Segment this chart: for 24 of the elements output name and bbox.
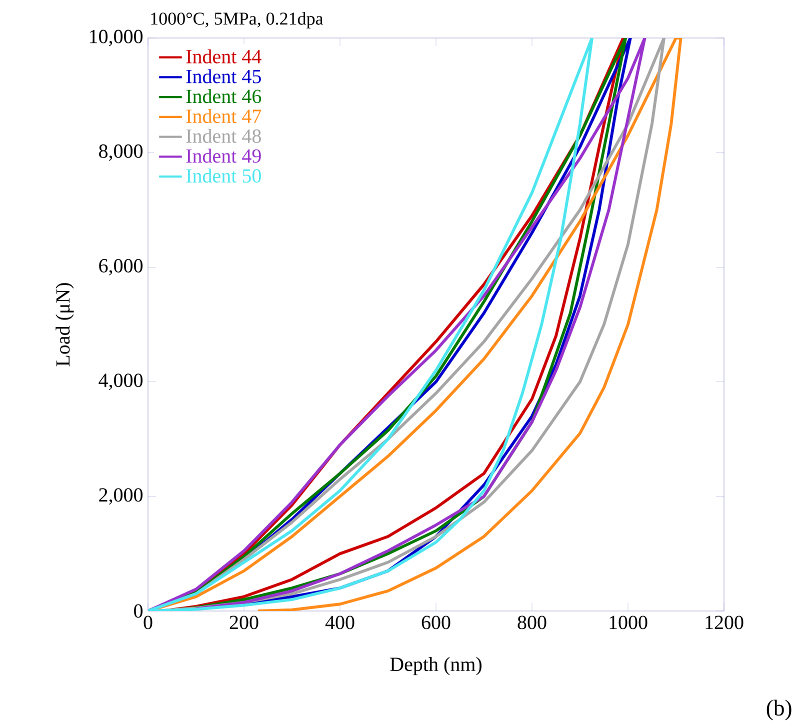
x-axis-title: Depth (nm) xyxy=(390,657,482,676)
y-tick-label: 8,000 xyxy=(99,144,143,161)
y-tick-label: 0 xyxy=(134,604,143,618)
x-tick-label: 1200 xyxy=(706,616,744,630)
legend-label: Indent 45 xyxy=(186,69,261,84)
x-tick-label: 200 xyxy=(230,616,258,630)
legend-label: Indent 46 xyxy=(186,89,262,104)
y-tick-label: 4,000 xyxy=(98,374,143,390)
chart-title: 1000°C, 5MPa, 0.21dpa xyxy=(151,12,324,28)
y-tick-label: 6,000 xyxy=(99,259,143,276)
legend-label: Indent 44 xyxy=(186,49,262,64)
x-tick-label: 800 xyxy=(518,616,546,630)
y-tick-label: 2,000 xyxy=(99,488,143,505)
x-tick-label: 0 xyxy=(144,616,152,630)
legend-label: Indent 47 xyxy=(186,108,262,124)
legend-label: Indent 49 xyxy=(186,148,261,163)
x-tick-label: 1000 xyxy=(610,616,648,630)
legend-label: Indent 48 xyxy=(186,128,261,143)
x-tick-label: 600 xyxy=(422,616,450,630)
text: (b) xyxy=(766,700,792,720)
y-tick-label: 10,000 xyxy=(90,30,143,46)
y-axis-title: Load (μN) xyxy=(56,283,74,366)
legend-label: Indent 50 xyxy=(186,168,261,183)
x-tick-label: 400 xyxy=(325,616,354,630)
